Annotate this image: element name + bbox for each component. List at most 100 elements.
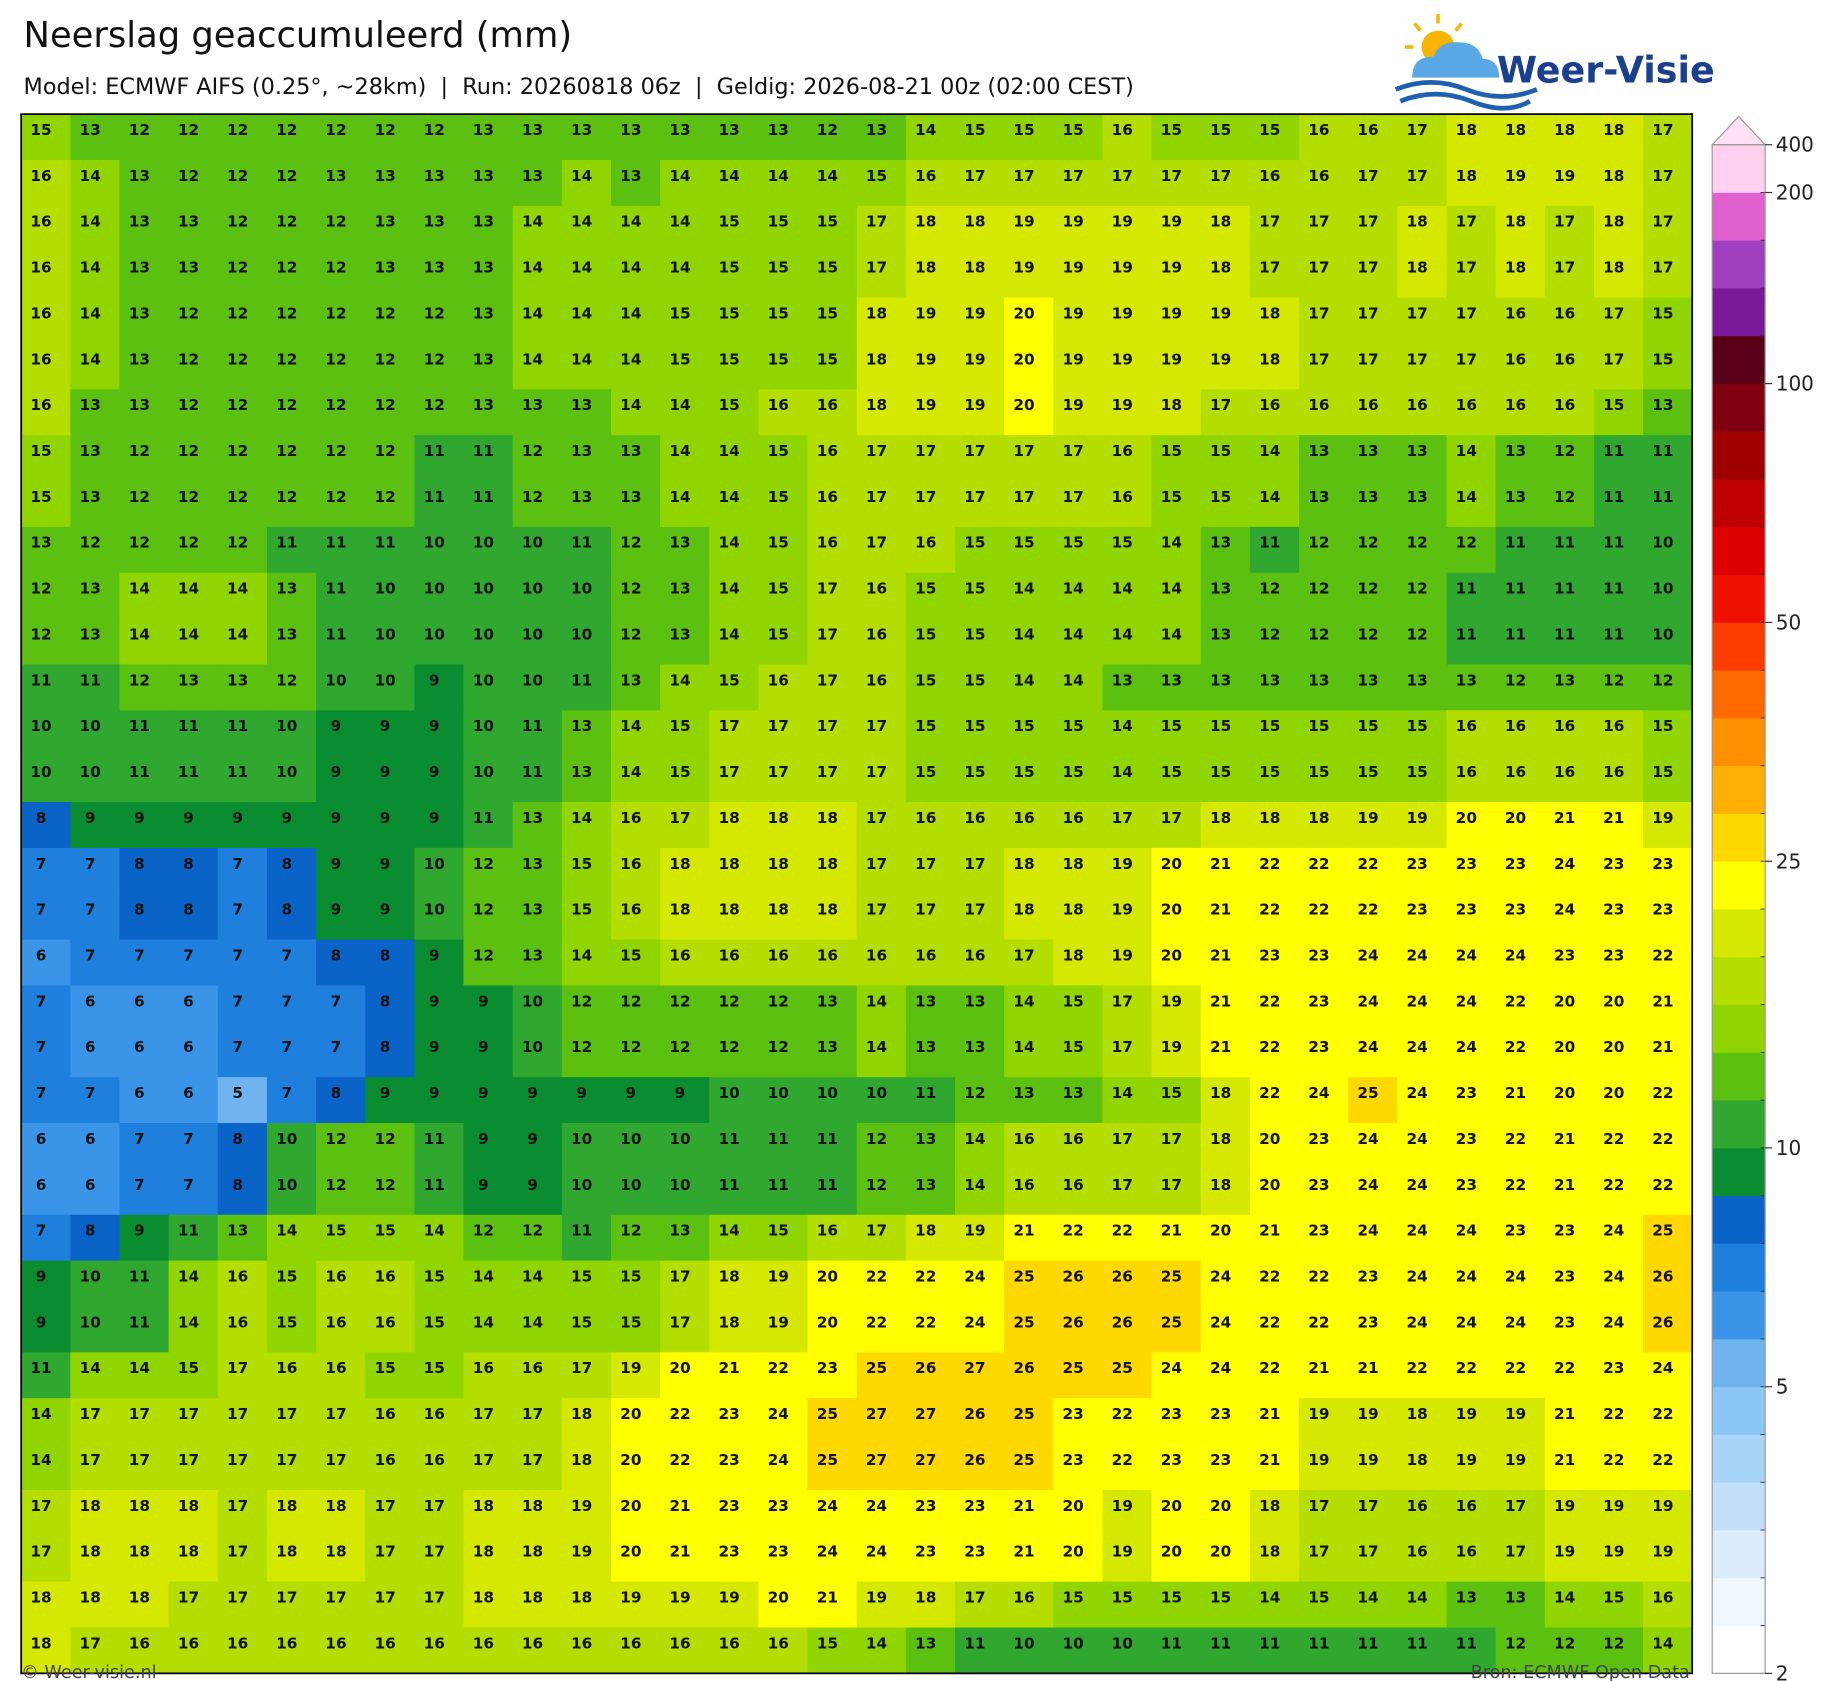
cell-value: 21 bbox=[1652, 1038, 1673, 1056]
cell-value: 19 bbox=[1357, 1405, 1378, 1423]
cell-value: 13 bbox=[669, 625, 690, 643]
colorbar-tick-label: 400 bbox=[1776, 133, 1814, 157]
cell-value: 14 bbox=[1259, 1589, 1280, 1607]
cell-value: 14 bbox=[522, 1267, 543, 1285]
cell-value: 17 bbox=[669, 1313, 690, 1331]
logo-rays bbox=[1405, 14, 1463, 49]
cell-value: 12 bbox=[178, 396, 199, 414]
cell-value: 12 bbox=[1505, 1634, 1526, 1652]
cell-value: 19 bbox=[1112, 855, 1133, 873]
cell-value: 19 bbox=[1112, 213, 1133, 231]
cell-value: 16 bbox=[1603, 763, 1624, 781]
cell-value: 17 bbox=[227, 1359, 248, 1377]
colorbar-segment bbox=[1712, 240, 1766, 289]
cell-value: 22 bbox=[1308, 1313, 1329, 1331]
field-cell bbox=[463, 435, 514, 482]
field-cell bbox=[758, 526, 809, 574]
field-cell bbox=[119, 572, 170, 620]
cell-value: 19 bbox=[1013, 259, 1034, 277]
cell-value: 13 bbox=[1505, 1589, 1526, 1607]
field-cell bbox=[414, 481, 465, 528]
cell-value: 22 bbox=[1603, 1130, 1624, 1148]
cell-value: 17 bbox=[964, 855, 985, 873]
field-cell bbox=[1544, 114, 1595, 161]
cell-value: 7 bbox=[134, 1176, 145, 1194]
cell-value: 16 bbox=[817, 946, 838, 964]
cell-value: 18 bbox=[718, 1313, 739, 1331]
field-cell bbox=[1397, 389, 1448, 436]
cell-value: 12 bbox=[1259, 580, 1280, 598]
cell-value: 18 bbox=[1210, 1130, 1231, 1148]
cell-value: 15 bbox=[178, 1359, 199, 1377]
cell-value: 12 bbox=[718, 992, 739, 1010]
cell-value: 13 bbox=[768, 121, 789, 139]
colorbar-segment bbox=[1712, 574, 1766, 623]
cell-value: 13 bbox=[1407, 671, 1428, 689]
cell-value: 14 bbox=[669, 488, 690, 506]
field-cell bbox=[1397, 160, 1448, 207]
cell-value: 14 bbox=[424, 1222, 445, 1240]
cell-value: 15 bbox=[1259, 717, 1280, 735]
cell-value: 7 bbox=[281, 1038, 292, 1056]
cell-value: 23 bbox=[718, 1451, 739, 1469]
cell-value: 12 bbox=[227, 350, 248, 368]
field-cell bbox=[1200, 114, 1251, 161]
cell-value: 12 bbox=[1259, 625, 1280, 643]
cell-value: 19 bbox=[1161, 350, 1182, 368]
cell-value: 15 bbox=[1063, 717, 1084, 735]
field-cell bbox=[1053, 297, 1104, 345]
cell-value: 15 bbox=[1308, 1589, 1329, 1607]
cell-value: 19 bbox=[1505, 1451, 1526, 1469]
cell-value: 18 bbox=[1407, 1405, 1428, 1423]
cell-value: 24 bbox=[817, 1497, 838, 1515]
cell-value: 11 bbox=[424, 1176, 445, 1194]
cell-value: 9 bbox=[380, 901, 391, 919]
cell-value: 17 bbox=[866, 534, 887, 552]
cell-value: 12 bbox=[227, 442, 248, 460]
field-cell bbox=[119, 664, 170, 712]
field-cell bbox=[21, 205, 72, 253]
colorbar-tick-label: 5 bbox=[1776, 1375, 1789, 1399]
cell-value: 11 bbox=[1456, 1634, 1477, 1652]
cell-value: 16 bbox=[915, 809, 936, 827]
cell-value: 20 bbox=[1554, 992, 1575, 1010]
cell-value: 18 bbox=[1210, 1176, 1231, 1194]
field-cell bbox=[365, 251, 416, 299]
field-cell bbox=[266, 160, 317, 207]
cell-value: 14 bbox=[915, 121, 936, 139]
cell-value: 12 bbox=[964, 1084, 985, 1102]
cell-value: 23 bbox=[1161, 1405, 1182, 1423]
field-cell bbox=[561, 297, 612, 345]
cell-value: 16 bbox=[1112, 442, 1133, 460]
cell-value: 17 bbox=[1308, 350, 1329, 368]
cell-value: 23 bbox=[1063, 1451, 1084, 1469]
cell-value: 15 bbox=[1652, 717, 1673, 735]
cell-value: 9 bbox=[85, 809, 96, 827]
field-cell bbox=[1643, 205, 1693, 253]
cell-value: 23 bbox=[1063, 1405, 1084, 1423]
cell-value: 13 bbox=[522, 167, 543, 185]
cell-value: 15 bbox=[915, 763, 936, 781]
cell-value: 11 bbox=[1456, 625, 1477, 643]
field-cell bbox=[1102, 297, 1153, 345]
cell-value: 15 bbox=[1013, 763, 1034, 781]
cell-value: 12 bbox=[866, 1130, 887, 1148]
cell-value: 14 bbox=[620, 717, 641, 735]
cell-value: 10 bbox=[522, 1038, 543, 1056]
cell-value: 11 bbox=[178, 717, 199, 735]
cell-value: 25 bbox=[1013, 1267, 1034, 1285]
cell-value: 11 bbox=[30, 1359, 51, 1377]
cell-value: 22 bbox=[669, 1451, 690, 1469]
colorbar-segment bbox=[1712, 1482, 1766, 1531]
cell-value: 16 bbox=[1456, 763, 1477, 781]
cell-value: 17 bbox=[1505, 1543, 1526, 1561]
cell-value: 16 bbox=[1308, 121, 1329, 139]
cell-value: 16 bbox=[620, 901, 641, 919]
field-cell bbox=[1643, 481, 1693, 528]
cell-value: 10 bbox=[669, 1176, 690, 1194]
cell-value: 10 bbox=[522, 534, 543, 552]
cell-value: 24 bbox=[1357, 992, 1378, 1010]
cell-value: 14 bbox=[571, 809, 592, 827]
field-cell bbox=[905, 343, 956, 391]
cell-value: 13 bbox=[522, 396, 543, 414]
